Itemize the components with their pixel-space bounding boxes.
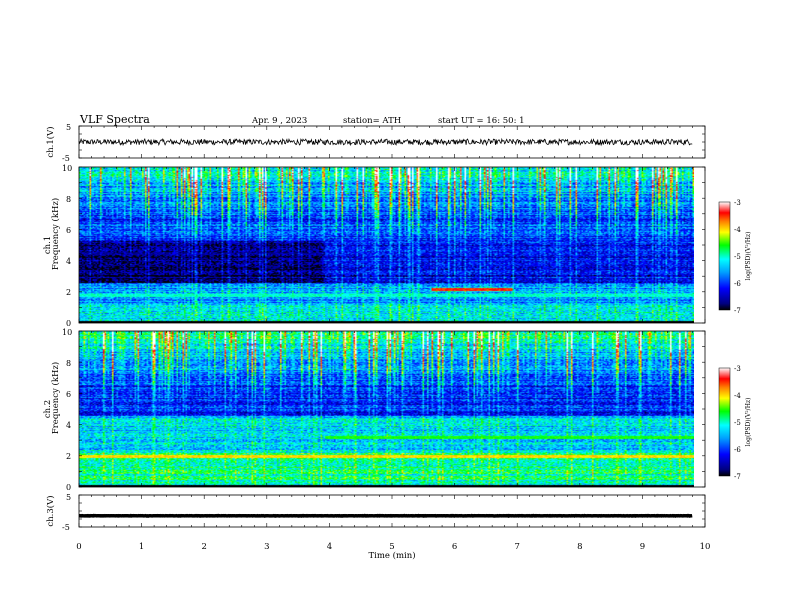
ch1-waveform-ytick-bottom: -5: [62, 154, 70, 163]
ch2-spectrogram-image: [79, 331, 694, 487]
ch2-colorbar: -3 -4 -5 -6 -7 log(PSD)(V²/Hz): [718, 365, 752, 481]
figure-title: VLF Spectra: [79, 113, 150, 126]
ch2-spec-ytick-10: 10: [62, 328, 72, 337]
ch1-spec-ytick-4: 4: [66, 257, 71, 266]
ch1-waveform-ylabel: ch.1(V): [45, 126, 56, 157]
ch2-colorbar-scale: [718, 367, 731, 477]
ch1-spec-ytick-10: 10: [62, 164, 72, 173]
ch1-spec-channel-label: ch.1: [43, 236, 53, 254]
ch1-spectrogram-image: [79, 167, 694, 323]
ch2-cbar-tick-m3: -3: [734, 365, 741, 373]
ch1-colorbar: -3 -4 -5 -6 -7 log(PSD)(V²/Hz): [718, 199, 752, 315]
ch3-waveform-panel: 5 -5 ch.3(V): [45, 493, 706, 532]
ch1-colorbar-label: log(PSD)(V²/Hz): [745, 232, 752, 281]
ch1-spectrogram-panel: 0 2 4 6 8 10 ch.1 Frequency (kHz) -3 -4 …: [43, 164, 752, 328]
ch2-spectrogram-yticks: 0 2 4 6 8 10: [62, 328, 72, 492]
ch2-spec-ytick-6: 6: [66, 390, 71, 399]
ch2-spec-ylabel: Frequency (kHz): [50, 362, 61, 434]
ch1-cbar-tick-m3: -3: [734, 199, 741, 207]
ch2-colorbar-label: log(PSD)(V²/Hz): [745, 398, 752, 447]
ch1-cbar-tick-m5: -5: [734, 253, 741, 261]
ch2-spec-channel-label: ch.2: [43, 400, 53, 418]
xtick-3: 3: [264, 542, 269, 552]
ch2-spec-ytick-2: 2: [66, 452, 71, 461]
ch3-waveform-ytick-bottom: -5: [62, 523, 70, 532]
xtick-10: 10: [700, 542, 711, 552]
ch2-cbar-tick-m7: -7: [734, 473, 741, 481]
ch3-waveform-ytick-top: 5: [66, 493, 71, 502]
xtick-0: 0: [76, 542, 81, 552]
ch1-waveform-trace: [78, 137, 693, 147]
ch2-cbar-tick-m5: -5: [734, 419, 741, 427]
xtick-9: 9: [640, 542, 645, 552]
ch1-spectrogram-yticks: 0 2 4 6 8 10: [62, 164, 72, 328]
ch2-cbar-tick-m4: -4: [734, 392, 741, 400]
start-time-label: start UT = 16: 50: 1: [438, 116, 525, 126]
station-label: station= ATH: [343, 116, 401, 126]
ch1-waveform-ytick-top: 5: [66, 123, 71, 132]
time-axis-label: Time (min): [368, 550, 415, 561]
ch1-spec-ytick-0: 0: [66, 319, 71, 328]
ch1-waveform-panel: 5 -5 ch.1(V): [45, 123, 706, 163]
date-label: Apr. 9 , 2023: [251, 116, 307, 126]
xtick-6: 6: [452, 542, 457, 552]
xtick-4: 4: [327, 542, 332, 552]
ch2-spec-ytick-0: 0: [66, 483, 71, 492]
ch1-spec-ytick-6: 6: [66, 226, 71, 235]
ch1-waveform-trace-group: [78, 137, 693, 147]
ch1-spec-ytick-2: 2: [66, 288, 71, 297]
ch2-spectrogram-panel: 0 2 4 6 8 10 ch.2 Frequency (kHz) -3 -4 …: [43, 328, 752, 492]
ch1-cbar-tick-m4: -4: [734, 226, 741, 234]
xtick-1: 1: [139, 542, 144, 552]
xtick-5: 5: [389, 542, 394, 552]
ch2-cbar-tick-m6: -6: [734, 446, 741, 454]
ch3-waveform-ylabel: ch.3(V): [45, 495, 56, 526]
frame-tick-marks: [78, 125, 706, 528]
ch1-colorbar-scale: [718, 201, 731, 311]
time-axis: 0 1 2 3 4 5 6 7 8 9 10 Time (min): [76, 542, 710, 561]
xtick-2: 2: [201, 542, 206, 552]
ch2-spec-ytick-8: 8: [66, 359, 71, 368]
ch1-spec-ytick-8: 8: [66, 195, 71, 204]
ch1-cbar-tick-m7: -7: [734, 307, 741, 315]
ch3-waveform-frame: [78, 494, 706, 528]
xtick-8: 8: [577, 542, 582, 552]
ch2-spec-ytick-4: 4: [66, 421, 71, 430]
ch1-spec-ylabel: Frequency (kHz): [50, 198, 61, 270]
xtick-7: 7: [514, 542, 519, 552]
ch1-cbar-tick-m6: -6: [734, 280, 741, 288]
